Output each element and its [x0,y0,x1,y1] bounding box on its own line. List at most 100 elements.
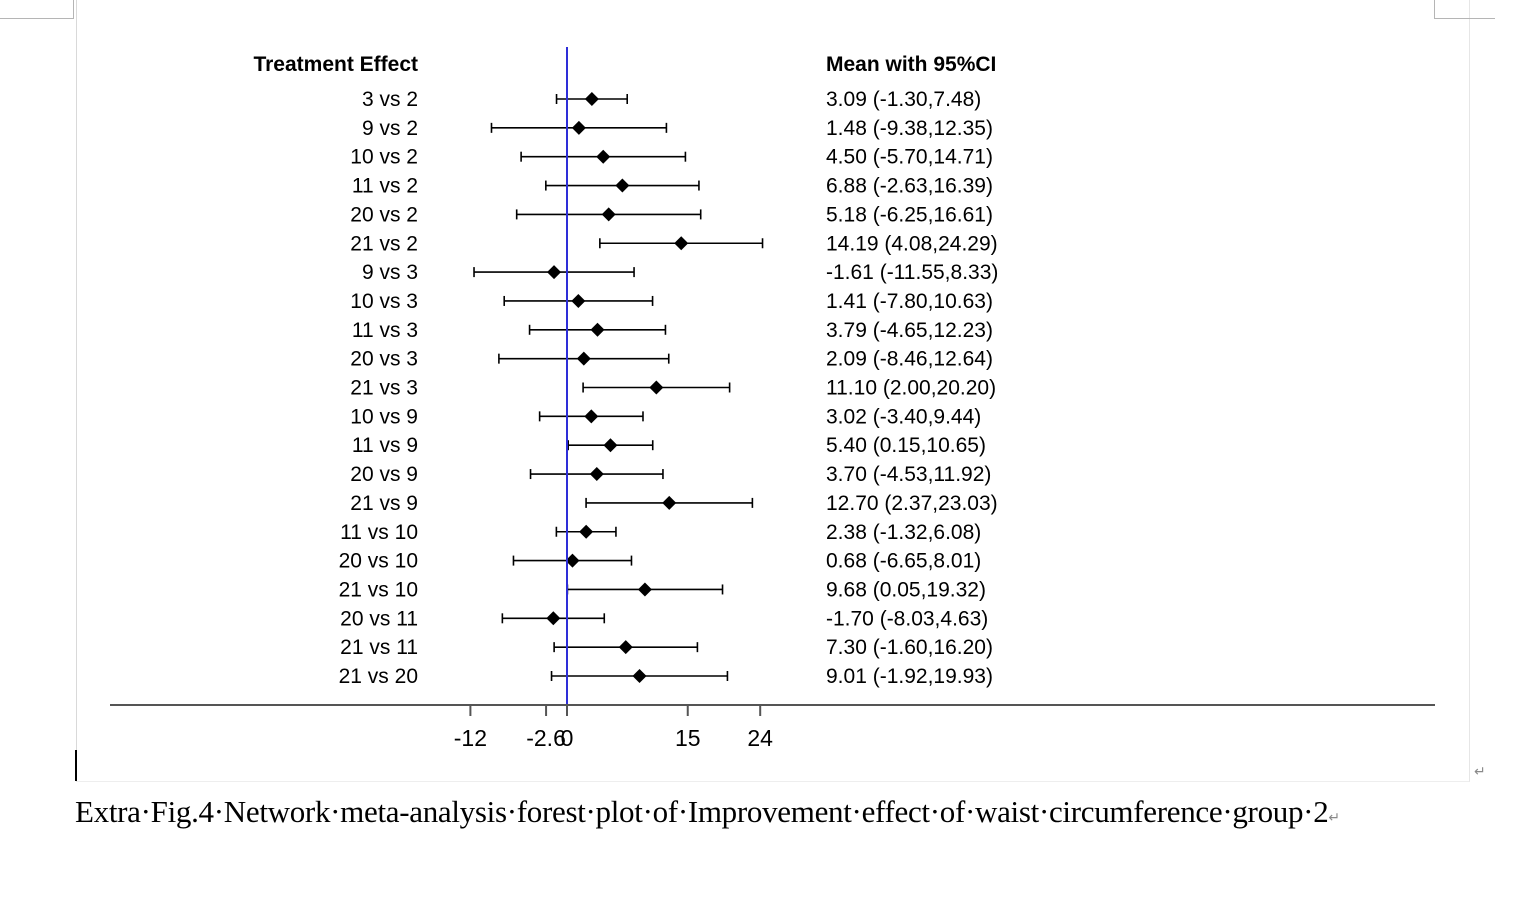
mean-marker [637,582,652,597]
mean-marker [632,669,647,683]
x-tick-label: 0 [561,725,574,751]
row-label: 11 vs 3 [352,319,418,342]
mean-marker [603,438,618,453]
forest-row: 10 vs 3 1.41 (-7.80,10.63) [350,290,993,313]
row-value: 2.09 (-8.46,12.64) [826,348,993,371]
mean-marker [615,178,630,193]
forest-row: 11 vs 2 6.88 (-2.63,16.39) [352,175,993,198]
forest-row: 10 vs 9 3.02 (-3.40,9.44) [350,405,981,428]
row-label: 21 vs 10 [339,578,418,601]
row-label: 20 vs 3 [350,348,418,371]
row-label: 21 vs 2 [350,232,418,255]
paragraph-mark: ↵ [1474,765,1486,780]
crop-mark-top-right [1434,0,1495,19]
row-value: 5.18 (-6.25,16.61) [826,203,993,226]
row-value: 14.19 (4.08,24.29) [826,232,998,255]
mean-marker [601,207,616,222]
row-label: 21 vs 11 [340,636,418,659]
row-label: 20 vs 2 [350,203,418,226]
x-tick-label: 15 [675,725,701,751]
mean-marker [584,409,599,424]
row-value: 0.68 (-6.65,8.01) [826,550,981,573]
mean-marker [662,495,677,510]
row-label: 9 vs 3 [362,261,418,284]
mean-marker [579,524,594,539]
forest-row: 21 vs 2 14.19 (4.08,24.29) [350,232,997,255]
mean-marker [674,236,689,251]
row-value: -1.61 (-11.55,8.33) [826,261,998,284]
forest-row: 11 vs 10 2.38 (-1.32,6.08) [340,521,981,544]
row-value: 1.41 (-7.80,10.63) [826,290,993,313]
forest-row: 20 vs 9 3.70 (-4.53,11.92) [350,463,991,486]
forest-row: 9 vs 2 1.48 (-9.38,12.35) [362,117,993,140]
forest-row: 11 vs 3 3.79 (-4.65,12.23) [352,319,993,342]
forest-row: 21 vs 9 12.70 (2.37,23.03) [350,492,997,515]
row-label: 11 vs 10 [340,521,418,544]
forest-row: 10 vs 2 4.50 (-5.70,14.71) [350,146,993,169]
mean-marker [571,120,586,135]
row-value: 9.01 (-1.92,19.93) [826,665,993,688]
forest-row: 20 vs 11 -1.70 (-8.03,4.63) [340,607,988,630]
forest-row: 21 vs 11 7.30 (-1.60,16.20) [340,636,993,659]
crop-mark-top-left [0,0,74,19]
caption-paragraph-mark: ↵ [1328,811,1340,826]
forest-row: 3 vs 2 3.09 (-1.30,7.48) [362,88,981,111]
forest-row: 21 vs 3 11.10 (2.00,20.20) [350,377,996,400]
mean-marker [546,611,561,626]
forest-row: 9 vs 3 -1.61 (-11.55,8.33) [362,261,998,284]
mean-marker [571,293,586,308]
row-label: 21 vs 9 [350,492,418,515]
row-label: 20 vs 9 [350,463,418,486]
row-value: 3.02 (-3.40,9.44) [826,405,981,428]
row-value: 1.48 (-9.38,12.35) [826,117,993,140]
row-value: 3.09 (-1.30,7.48) [826,88,981,111]
forest-row: 20 vs 3 2.09 (-8.46,12.64) [350,348,993,371]
mean-marker [576,351,591,366]
row-label: 21 vs 3 [350,377,418,400]
row-value: 3.79 (-4.65,12.23) [826,319,993,342]
figure-caption: Extra·Fig.4·Network·meta-analysis·forest… [75,787,1445,844]
row-label: 10 vs 2 [350,146,418,169]
row-value: 2.38 (-1.32,6.08) [826,521,981,544]
x-tick-label: -2.6 [526,725,566,751]
mean-marker [584,92,599,106]
row-value: 7.30 (-1.60,16.20) [826,636,993,659]
row-label: 10 vs 3 [350,290,418,313]
forest-row: 21 vs 20 9.01 (-1.92,19.93) [339,665,993,688]
row-value: 6.88 (-2.63,16.39) [826,175,993,198]
forest-row: 21 vs 10 9.68 (0.05,19.32) [339,578,986,601]
row-value: 9.68 (0.05,19.32) [826,578,986,601]
row-value: -1.70 (-8.03,4.63) [826,607,988,630]
row-value: 11.10 (2.00,20.20) [826,377,996,400]
forest-row: 11 vs 9 5.40 (0.15,10.65) [352,434,986,457]
mean-marker [596,149,611,164]
mean-marker [547,265,562,280]
mean-marker [618,640,633,655]
mean-marker [565,553,580,568]
row-value: 3.70 (-4.53,11.92) [826,463,991,486]
x-tick-label: -12 [454,725,487,751]
row-label: 9 vs 2 [362,117,418,140]
forest-row: 20 vs 10 0.68 (-6.65,8.01) [339,550,982,573]
mean-marker [589,467,604,482]
header-treatment-effect: Treatment Effect [253,53,418,76]
header-mean-ci: Mean with 95%CI [826,53,996,76]
row-value: 12.70 (2.37,23.03) [826,492,998,515]
row-label: 11 vs 2 [352,175,418,198]
x-tick-label: 24 [747,725,773,751]
forest-row: 20 vs 2 5.18 (-6.25,16.61) [350,203,993,226]
row-value: 5.40 (0.15,10.65) [826,434,986,457]
text-cursor [75,750,77,781]
row-label: 10 vs 9 [350,405,418,428]
row-label: 20 vs 11 [340,607,418,630]
row-label: 11 vs 9 [352,434,418,457]
row-label: 20 vs 10 [339,550,418,573]
mean-marker [649,380,664,395]
mean-marker [590,322,605,337]
document-page [76,0,1470,782]
row-label: 3 vs 2 [362,88,418,111]
caption-text: Extra·Fig.4·Network·meta-analysis·forest… [75,794,1329,829]
row-label: 21 vs 20 [339,665,418,688]
row-value: 4.50 (-5.70,14.71) [826,146,993,169]
